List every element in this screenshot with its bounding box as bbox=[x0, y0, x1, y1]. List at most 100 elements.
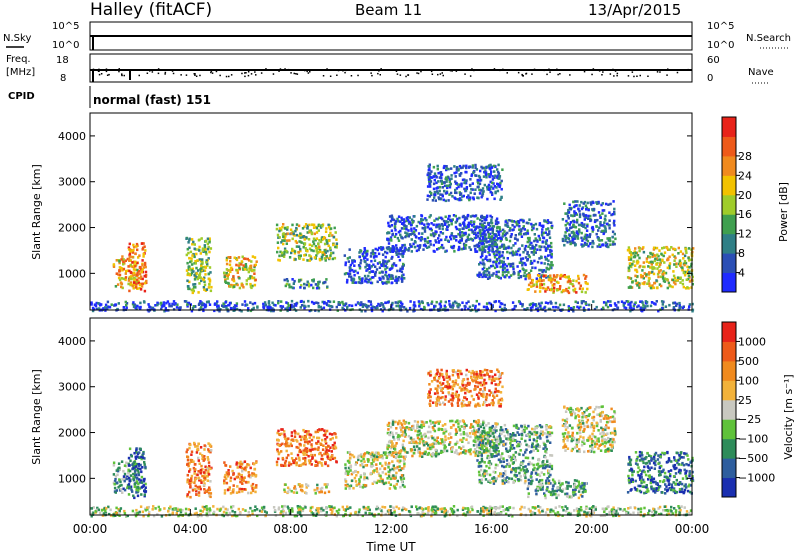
echo-cell bbox=[401, 246, 404, 249]
echo-cell bbox=[137, 489, 140, 492]
echo-cell bbox=[477, 226, 480, 229]
echo-cell bbox=[512, 244, 515, 247]
echo-cell bbox=[649, 260, 652, 264]
echo-cell bbox=[513, 307, 516, 311]
echo-cell bbox=[666, 258, 669, 262]
echo-cell bbox=[436, 192, 440, 195]
echo-cell bbox=[417, 300, 421, 303]
echo-cell bbox=[497, 177, 501, 180]
echo-cell bbox=[403, 430, 407, 434]
echo-cell bbox=[224, 464, 228, 467]
echo-cell bbox=[403, 224, 407, 227]
echo-cell bbox=[547, 267, 550, 271]
echo-cell bbox=[310, 231, 314, 234]
nave-dot bbox=[98, 70, 100, 72]
echo-cell bbox=[254, 278, 257, 282]
nave-dot bbox=[449, 69, 452, 72]
echo-cell bbox=[224, 473, 227, 477]
echo-cell bbox=[142, 255, 145, 258]
echo-cell bbox=[460, 425, 463, 428]
echo-cell bbox=[442, 198, 445, 202]
echo-cell bbox=[588, 303, 591, 307]
echo-cell bbox=[300, 489, 304, 492]
echo-cell bbox=[192, 240, 195, 244]
echo-cell bbox=[402, 221, 405, 225]
echo-cell bbox=[358, 266, 362, 270]
echo-cell bbox=[317, 242, 320, 246]
echo-cell bbox=[213, 302, 217, 305]
echo-cell bbox=[652, 286, 656, 290]
echo-cell bbox=[374, 274, 377, 277]
echo-cell bbox=[370, 306, 373, 310]
echo-cell bbox=[509, 274, 513, 277]
echo-cell bbox=[94, 303, 97, 306]
echo-cell bbox=[606, 242, 609, 246]
nave-dot bbox=[106, 74, 109, 76]
echo-cell bbox=[391, 216, 394, 220]
echo-cell bbox=[299, 236, 302, 239]
echo-cell bbox=[452, 246, 455, 250]
echo-cell bbox=[391, 277, 395, 280]
echo-cell bbox=[679, 281, 682, 284]
echo-cell bbox=[532, 253, 535, 256]
echo-cell bbox=[573, 214, 576, 217]
echo-cell bbox=[197, 491, 201, 494]
echo-cell bbox=[217, 305, 220, 309]
echo-cell bbox=[624, 306, 628, 310]
echo-cell bbox=[502, 261, 505, 264]
echo-cell bbox=[134, 465, 138, 468]
echo-cell bbox=[538, 223, 541, 227]
echo-cell bbox=[673, 263, 676, 266]
echo-cell bbox=[606, 305, 610, 309]
echo-cell bbox=[310, 443, 313, 446]
echo-cell bbox=[402, 467, 405, 470]
echo-cell bbox=[196, 473, 199, 477]
echo-cell bbox=[223, 479, 226, 482]
echo-cell bbox=[593, 307, 597, 311]
echo-cell bbox=[428, 180, 431, 183]
echo-cell bbox=[200, 464, 203, 468]
echo-cell bbox=[403, 277, 406, 280]
echo-cell bbox=[249, 275, 252, 278]
echo-cell bbox=[439, 171, 442, 174]
echo-cell bbox=[391, 264, 394, 268]
echo-cell bbox=[200, 481, 203, 484]
echo-cell bbox=[293, 251, 297, 255]
echo-cell bbox=[429, 419, 432, 423]
echo-cell bbox=[227, 472, 230, 476]
echo-cell bbox=[424, 226, 427, 229]
echo-cell bbox=[490, 235, 494, 238]
echo-cell bbox=[553, 275, 556, 279]
echo-cell bbox=[239, 466, 243, 469]
echo-cell bbox=[417, 232, 421, 235]
echo-cell bbox=[414, 241, 417, 244]
echo-cell bbox=[251, 489, 255, 493]
echo-cell bbox=[143, 488, 147, 492]
echo-cell bbox=[351, 261, 354, 265]
echo-cell bbox=[344, 261, 347, 264]
echo-cell bbox=[519, 257, 523, 261]
echo-cell bbox=[567, 211, 571, 214]
echo-cell bbox=[437, 247, 441, 250]
echo-cell bbox=[277, 457, 280, 461]
echo-cell bbox=[346, 459, 350, 463]
echo-cell bbox=[131, 490, 134, 493]
echo-cell bbox=[285, 307, 288, 310]
echo-cell bbox=[407, 249, 410, 252]
nave-dot bbox=[322, 75, 325, 77]
echo-cell bbox=[572, 309, 575, 313]
echo-cell bbox=[462, 194, 465, 198]
echo-cell bbox=[198, 302, 201, 306]
echo-cell bbox=[543, 219, 546, 222]
echo-cell bbox=[95, 301, 98, 305]
echo-cell bbox=[526, 236, 530, 240]
echo-cell bbox=[360, 455, 363, 459]
echo-cell bbox=[494, 309, 497, 313]
echo-cell bbox=[324, 259, 327, 262]
echo-cell bbox=[188, 256, 191, 260]
echo-cell bbox=[399, 267, 402, 271]
echo-cell bbox=[633, 302, 636, 306]
echo-cell bbox=[534, 290, 537, 293]
echo-cell bbox=[291, 278, 294, 281]
echo-cell bbox=[597, 211, 601, 214]
